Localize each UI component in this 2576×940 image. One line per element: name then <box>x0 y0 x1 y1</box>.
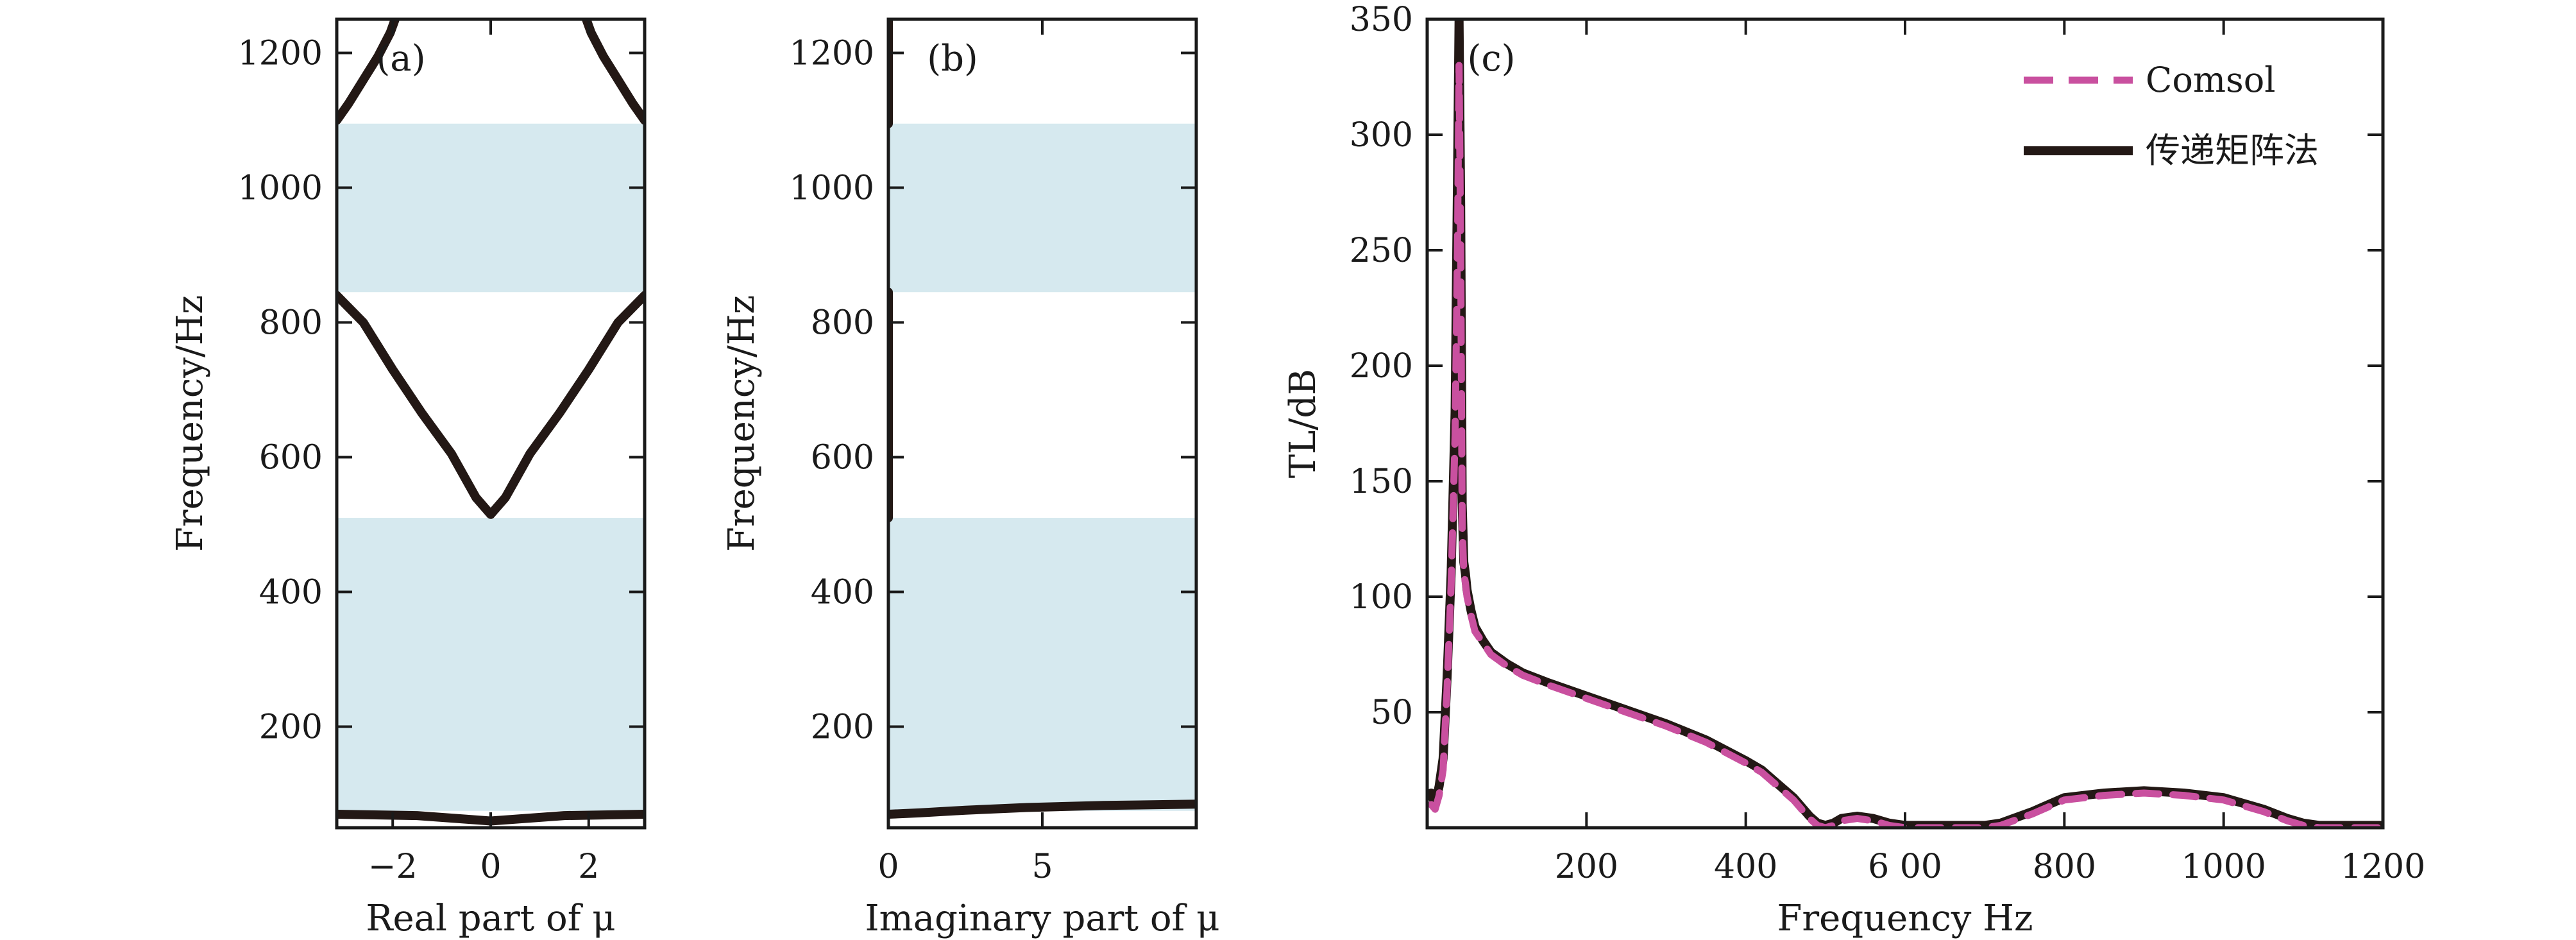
y-tick-label: 800 <box>811 304 874 343</box>
y-axis-label: Frequency/Hz <box>169 295 211 552</box>
y-tick-label: 400 <box>811 574 874 612</box>
bandgap-region-2 <box>888 123 1196 293</box>
x-tick-label: 5 <box>1031 848 1053 886</box>
legend-label-transfer-matrix: 传递矩阵法 <box>2146 130 2319 171</box>
x-tick-label: −2 <box>368 848 418 886</box>
y-tick-label: 600 <box>259 439 323 477</box>
x-axis-label: Frequency Hz <box>1777 898 2033 939</box>
x-tick-label: 6 00 <box>1868 848 1942 886</box>
y-axis-label: Frequency/Hz <box>721 295 763 552</box>
x-tick-label: 800 <box>2033 848 2096 886</box>
y-tick-label: 150 <box>1350 463 1413 501</box>
panel-a: −2 0 2 200 400 600 800 1000 1200 Real part of μ Fr… <box>169 17 647 939</box>
y-tick-label: 400 <box>259 574 323 612</box>
y-tick-label: 600 <box>811 439 874 477</box>
dispersion-curve-4 <box>582 19 645 125</box>
y-tick-label: 1000 <box>238 169 323 208</box>
x-tick-label: 0 <box>877 848 899 886</box>
x-tick-label: 400 <box>1714 848 1777 886</box>
x-axis-label: Real part of μ <box>366 898 615 939</box>
y-axis-label: TL/dB <box>1282 369 1324 478</box>
y-tick-label: 1200 <box>238 35 323 73</box>
bandgap-region-1 <box>337 518 645 811</box>
legend: Comsol 传递矩阵法 <box>2024 60 2319 171</box>
y-tick-label: 1200 <box>790 35 874 73</box>
y-tick-label: 300 <box>1350 116 1413 155</box>
panel-label: (b) <box>927 38 978 80</box>
y-tick-label: 200 <box>811 708 874 747</box>
y-tick-label: 800 <box>259 304 323 343</box>
bandgap-region-2 <box>337 123 645 293</box>
series-comsol <box>1427 62 2383 828</box>
y-tick-label: 250 <box>1350 232 1413 270</box>
y-tick-label: 100 <box>1350 578 1413 617</box>
x-tick-label: 1200 <box>2341 848 2425 886</box>
x-axis-label: Imaginary part of μ <box>865 898 1220 939</box>
x-tick-label: 2 <box>578 848 599 886</box>
dispersion-curve-1 <box>888 799 1196 819</box>
y-tick-label: 200 <box>1350 347 1413 386</box>
panel-label: (a) <box>376 38 425 80</box>
legend-label-comsol: Comsol <box>2146 60 2276 100</box>
x-tick-label: 200 <box>1555 848 1618 886</box>
dispersion-curve-2 <box>337 291 645 519</box>
dispersion-curve-3 <box>337 19 400 125</box>
bandgap-region-1 <box>888 518 1196 811</box>
panel-b: 0 5 200 400 600 800 1000 1200 Imaginary part of … <box>721 17 1220 939</box>
x-tick-label: 0 <box>480 848 501 886</box>
y-tick-label: 350 <box>1350 1 1413 39</box>
y-tick-label: 50 <box>1371 694 1413 732</box>
y-tick-label: 200 <box>259 708 323 747</box>
panel-c: 200 400 6 00 800 1000 1200 50 100 150 200 250 300 35… <box>1282 1 2425 939</box>
x-tick-label: 1000 <box>2181 848 2266 886</box>
y-tick-label: 1000 <box>790 169 874 208</box>
panel-label: (c) <box>1467 38 1515 80</box>
